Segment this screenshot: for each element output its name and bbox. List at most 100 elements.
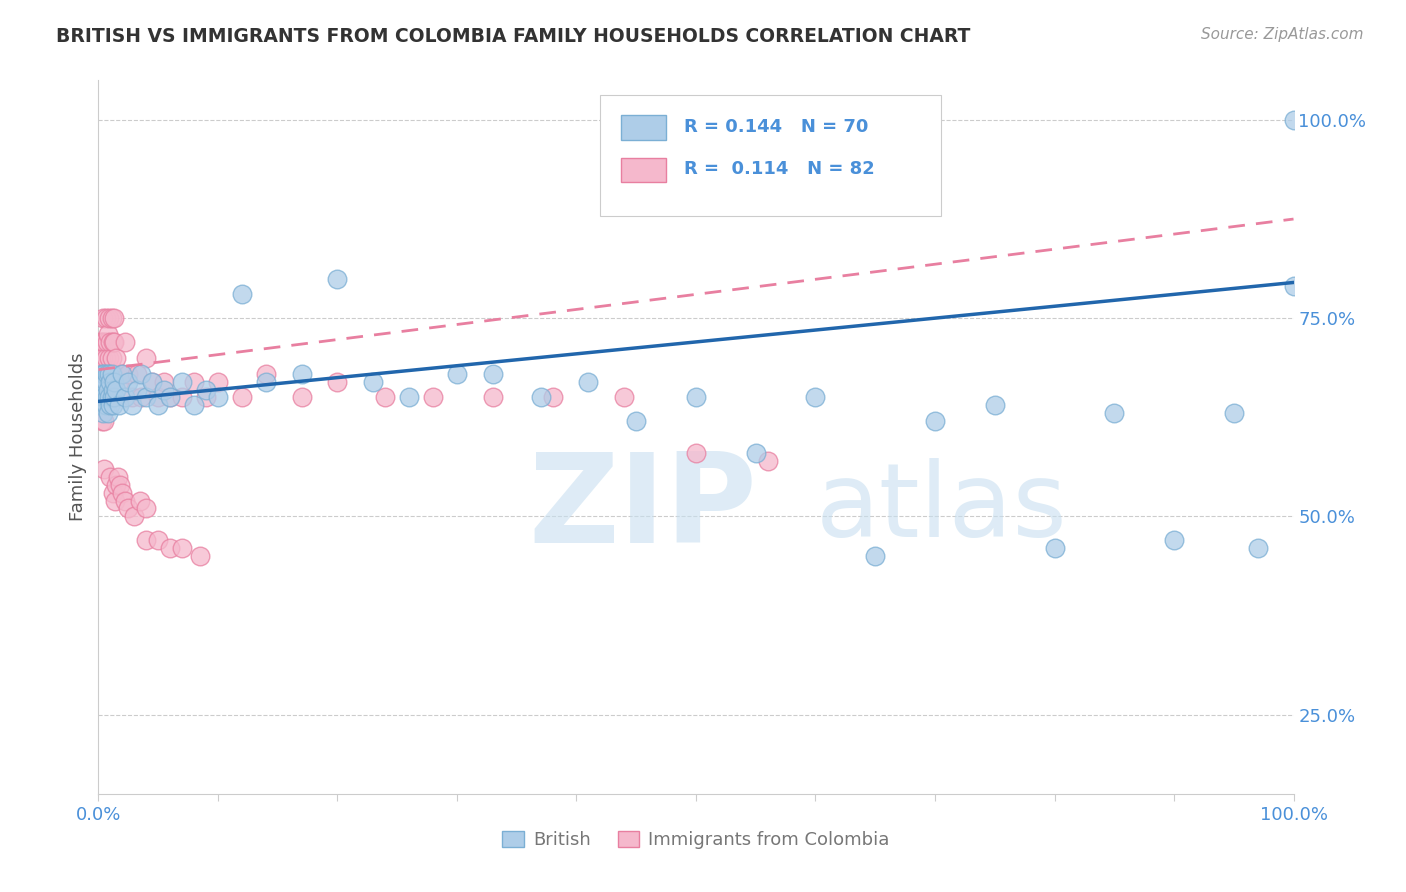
Point <box>91 375 114 389</box>
Point <box>578 375 600 389</box>
Bar <box>620 158 666 182</box>
Point <box>153 383 176 397</box>
Point <box>91 375 114 389</box>
Point <box>98 334 122 349</box>
Point <box>101 367 124 381</box>
Text: Source: ZipAtlas.com: Source: ZipAtlas.com <box>1201 27 1364 42</box>
Point <box>89 334 111 349</box>
Point <box>105 477 128 491</box>
Point <box>101 334 124 349</box>
Point <box>94 375 117 389</box>
Point <box>98 367 122 381</box>
Point <box>90 383 112 397</box>
Point <box>91 406 114 420</box>
Point <box>804 391 827 405</box>
Point <box>89 375 111 389</box>
Y-axis label: Family Households: Family Households <box>69 353 87 521</box>
Point <box>141 375 163 389</box>
Point <box>90 375 112 389</box>
Point <box>90 398 112 412</box>
Bar <box>620 115 666 139</box>
Point <box>97 367 120 381</box>
Point <box>159 541 181 555</box>
Point <box>924 414 946 428</box>
Point <box>114 391 136 405</box>
Point <box>101 485 124 500</box>
Point <box>103 375 125 389</box>
Point <box>148 398 170 412</box>
Point <box>530 391 553 405</box>
Point <box>90 351 112 365</box>
Point <box>100 351 122 365</box>
Point <box>541 391 564 405</box>
Point <box>141 375 163 389</box>
Point <box>756 454 779 468</box>
Point <box>326 271 349 285</box>
Point <box>207 391 229 405</box>
Point <box>91 351 114 365</box>
Point <box>422 391 444 405</box>
Text: R = 0.144   N = 70: R = 0.144 N = 70 <box>685 118 869 136</box>
Point <box>291 391 314 405</box>
Point <box>1247 541 1270 555</box>
Point <box>135 351 157 365</box>
Point <box>231 287 253 301</box>
Point <box>172 541 194 555</box>
Point <box>96 391 118 405</box>
Point <box>94 311 117 326</box>
Point <box>1104 406 1126 420</box>
Point <box>131 391 153 405</box>
Point <box>107 398 129 412</box>
Point <box>1282 112 1305 127</box>
Point <box>195 383 218 397</box>
Point <box>97 326 120 341</box>
Point <box>114 334 136 349</box>
Point <box>124 509 146 524</box>
Point <box>111 367 134 381</box>
Point <box>135 501 157 516</box>
Point <box>326 375 349 389</box>
Point <box>254 367 277 381</box>
Point <box>94 351 117 365</box>
Point <box>93 391 115 405</box>
Point <box>1282 279 1305 293</box>
Point <box>105 383 128 397</box>
Point <box>291 367 314 381</box>
Point <box>93 462 115 476</box>
Point <box>107 375 129 389</box>
Point <box>111 485 134 500</box>
Point <box>865 549 887 563</box>
Point <box>96 367 118 381</box>
Point <box>207 375 229 389</box>
Point <box>98 469 122 483</box>
Point <box>183 398 205 412</box>
Point <box>195 391 218 405</box>
Point <box>98 391 121 405</box>
Point <box>685 391 707 405</box>
Point <box>125 367 148 381</box>
Point <box>183 375 205 389</box>
Point <box>117 501 139 516</box>
Point <box>100 367 122 381</box>
Point <box>121 398 143 412</box>
Point <box>374 391 396 405</box>
Point <box>93 367 115 381</box>
Point <box>98 311 121 326</box>
Point <box>89 391 111 405</box>
Point <box>101 383 124 397</box>
Point <box>685 446 707 460</box>
Point <box>98 398 122 412</box>
Point <box>105 351 128 365</box>
Point <box>103 311 125 326</box>
Point <box>103 391 125 405</box>
Point <box>100 311 122 326</box>
Point <box>446 367 468 381</box>
Point <box>135 391 157 405</box>
Point <box>89 391 111 405</box>
Point <box>97 391 120 405</box>
Point <box>91 334 114 349</box>
Point <box>131 367 153 381</box>
Point <box>101 398 124 412</box>
Legend: British, Immigrants from Colombia: British, Immigrants from Colombia <box>495 823 897 856</box>
Point <box>148 533 170 548</box>
